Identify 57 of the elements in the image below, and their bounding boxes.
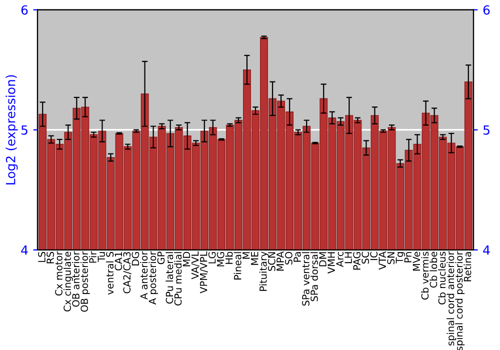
x-tick-label: SPa dorsal	[310, 252, 318, 302]
x-tick-label: CA2/CA3	[123, 252, 132, 294]
x-tick-label: Cx motor	[55, 251, 62, 296]
y-axis-title: Log2 (expression)	[6, 75, 18, 184]
x-tick-label: DM	[319, 252, 326, 266]
x-tick-label: OB anterior	[72, 251, 80, 307]
x-tick-label: MPA	[276, 251, 284, 271]
x-tick-label: MG	[216, 252, 224, 266]
x-tick-label: Hb	[225, 252, 233, 264]
x-tick-label: CPu lateral	[166, 252, 174, 304]
y-tick-label: 6	[21, 5, 28, 15]
x-tick-label: Cb lobe	[430, 252, 438, 288]
x-tick-label: SN	[387, 252, 395, 264]
x-tick-label: VA/VL	[191, 251, 200, 280]
x-tick-label: LG	[208, 252, 216, 264]
x-tick-label: PAG	[353, 252, 361, 270]
y-tick-label: 4	[21, 246, 28, 255]
x-tick-label: Pituitary	[259, 252, 269, 291]
x-tick-label: SC	[362, 252, 370, 264]
y2-tick-label: 5	[483, 125, 490, 135]
x-tick-label: MD	[182, 252, 190, 266]
x-tick-label: Cx cingulate	[63, 252, 73, 312]
x-tick-label: Retina	[464, 252, 472, 282]
x-tick-label: VMH	[328, 252, 335, 274]
x-tick-label: Cb nucleus	[438, 252, 446, 304]
x-tick-label: OB posterior	[80, 251, 90, 312]
x-tick-label: SPa ventral	[302, 252, 310, 306]
x-tick-label: DG	[132, 252, 140, 266]
y2-tick-label: 6	[483, 5, 490, 15]
x-tick-label: IC	[370, 252, 378, 260]
x-tick-label: Pa	[294, 252, 301, 262]
x-tick-label: A anterior	[140, 251, 148, 300]
y2-tick-label: 4	[483, 246, 490, 255]
x-tick-label: SCN	[268, 252, 276, 271]
x-tick-label: A posterior	[148, 251, 158, 305]
x-tick-label: ME	[251, 252, 258, 265]
x-tick-label: LS	[38, 252, 46, 262]
x-tick-label: GP	[157, 252, 165, 264]
x-tick-label: CPu medial	[174, 252, 182, 306]
x-tick-label: Arc	[336, 252, 344, 267]
x-tick-label: M	[242, 252, 250, 259]
x-tick-label: RS	[46, 252, 54, 264]
x-tick-label: ventral S	[106, 252, 114, 295]
x-tick-label: Pineal	[234, 252, 242, 280]
x-tick-label: CA1	[114, 252, 122, 270]
x-tick-label: MVe	[412, 252, 420, 271]
x-tick-label: Pir	[89, 251, 96, 263]
x-tick-label: Tu	[98, 252, 106, 262]
x-tick-label: VPM/VPL	[200, 251, 208, 294]
x-tick-label: Pn	[404, 252, 412, 262]
x-tick-label: LH	[344, 252, 352, 264]
y-tick-label: 5	[21, 125, 28, 135]
x-tick-label: SO	[285, 252, 292, 264]
x-tick-label: Cb vermis	[421, 252, 429, 300]
x-tick-label: VTA	[378, 251, 386, 270]
x-tick-label: Tg	[396, 252, 405, 264]
x-tick-label: spinal cord anterior	[446, 251, 456, 346]
